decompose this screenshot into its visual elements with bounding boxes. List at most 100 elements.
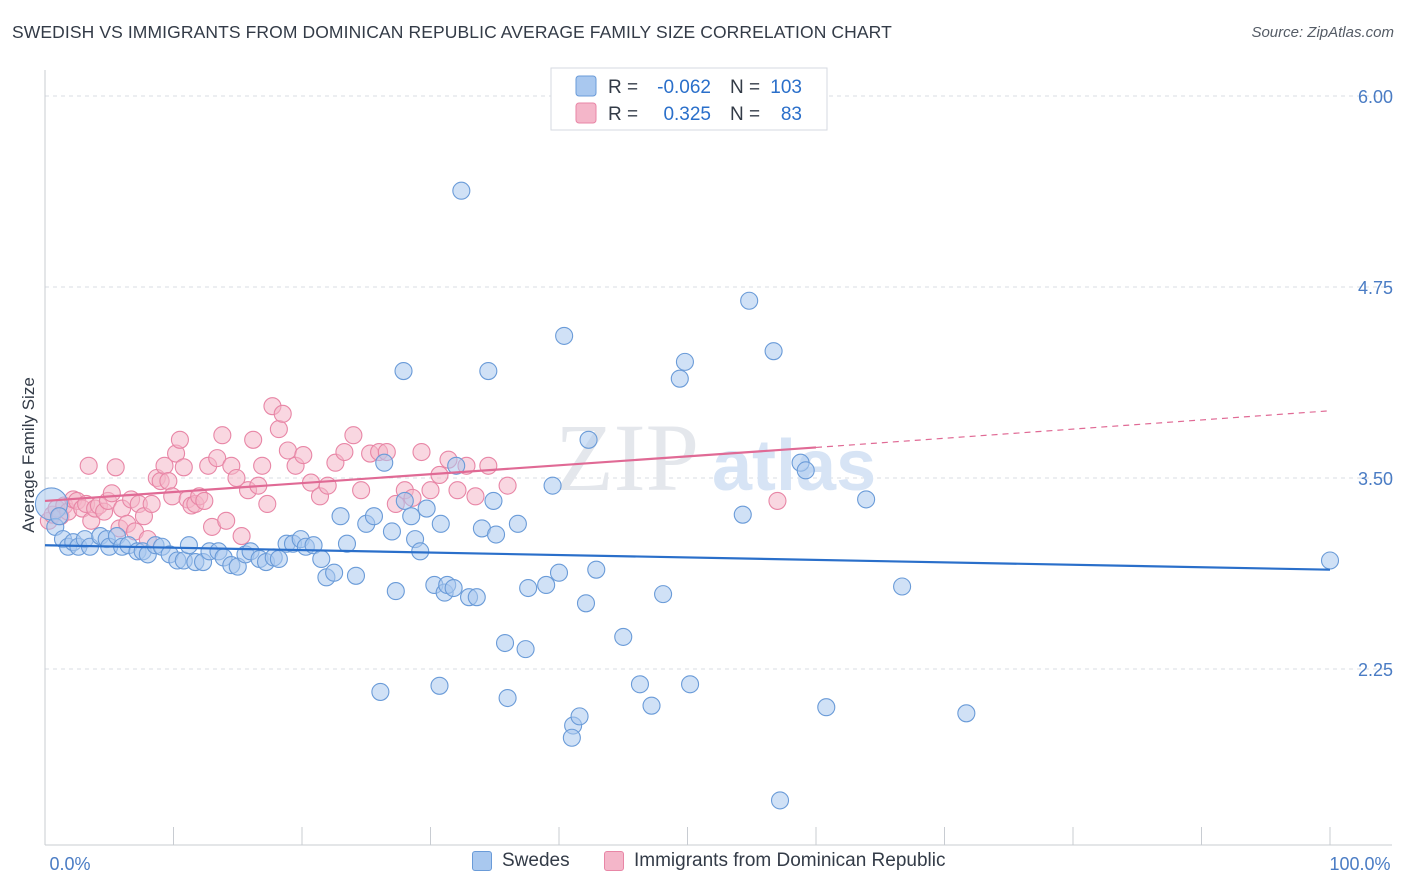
y-tick-label-3: 2.25 [1358,660,1393,680]
dominican-point-49 [244,430,263,449]
swedes-point-96 [733,505,752,524]
dominican-point-55 [273,404,292,423]
swedes-point-105 [957,704,976,723]
dominican-point-10 [79,456,98,475]
swedes-point-76 [508,514,527,533]
dominican-point-46 [227,468,246,488]
stats-legend-swatch-blue [575,75,597,97]
dominican-point-31 [163,487,182,506]
swedes-point-50 [371,682,390,701]
legend-label-swedes: Swedes [502,850,570,871]
swedes-point-36 [269,549,288,569]
swedes-point-82 [555,326,574,345]
swedes-point-45 [331,507,350,526]
y-tick-label-1: 4.75 [1358,278,1393,298]
series-dominican-points [39,397,787,549]
x-tick-label-right: 100.0% [1329,854,1390,874]
swedes-point-55 [402,507,421,526]
swedes-point-102 [817,698,836,717]
swedes-point-77 [516,640,535,659]
dominican-point-72 [412,442,431,462]
trend-line-swedes [44,544,1331,571]
swedes-point-23 [179,536,198,555]
dominican-point-64 [344,426,363,445]
swedes-point-87 [576,594,596,613]
gridlines [45,95,1392,670]
dominican-point-17 [106,458,125,477]
axes [44,70,1392,846]
stats-n-label-2: N = [730,104,760,125]
swedes-point-67 [452,181,471,200]
swedes-point-92 [654,585,673,604]
stats-legend-box [550,67,828,131]
stats-n-value-2: 83 [781,104,802,125]
dominican-point-81 [768,491,787,510]
series-legend: Swedes Immigrants from Dominican Republi… [0,850,1406,880]
swedes-point-75 [498,688,517,708]
dominican-point-26 [142,494,161,514]
swedes-point-59 [417,499,436,518]
swedes-point-56 [394,361,413,381]
x-tick-label-left: 0.0% [49,854,90,874]
swedes-point-93 [670,369,689,388]
swedes-point-42 [312,549,331,569]
swedes-point-44 [325,563,344,582]
stats-r-value-1: -0.062 [657,77,711,98]
dominican-point-51 [253,456,272,475]
swedes-point-73 [486,525,506,544]
trend-line-dominican-extension [815,410,1331,449]
chart-title: SWEDISH VS IMMIGRANTS FROM DOMINICAN REP… [12,22,892,42]
stats-r-label-2: R = [608,104,638,125]
swedes-point-99 [770,791,790,810]
dominican-point-16 [102,484,121,503]
watermark: ZIP atlas [555,404,876,511]
swedes-point-80 [543,476,562,495]
stats-r-label-1: R = [608,77,638,98]
dominican-point-52 [258,494,277,514]
dominican-point-56 [278,441,297,460]
swedes-point-72 [484,491,503,510]
dominican-point-34 [174,458,193,477]
swedes-point-46 [337,534,357,553]
swedes-point-81 [549,563,569,582]
swedes-point-97 [740,291,759,310]
legend-swatch-dominican [604,851,624,871]
series-swedes-points [34,181,1340,810]
trend-lines [44,410,1331,571]
swedes-point-106 [1320,551,1340,570]
swedes-point-69 [467,588,486,607]
dominican-point-44 [217,511,236,530]
y-axis-label: Average Family Size [19,377,38,533]
swedes-point-101 [796,461,815,480]
swedes-point-84 [562,728,581,747]
legend-item-swedes: Swedes [472,850,570,872]
stats-legend: R = -0.062 N = 103 R = 0.325 N = 83 [550,67,828,131]
swedes-point-104 [893,577,912,596]
swedes-point-49 [364,507,384,526]
dominican-point-42 [208,449,227,468]
swedes-point-47 [346,566,366,585]
swedes-point-74 [495,633,515,653]
dominican-point-47 [232,527,251,546]
swedes-point-94 [675,352,694,371]
dominican-point-80 [498,476,517,495]
swedes-point-66 [447,456,466,475]
stats-n-label-1: N = [730,77,760,98]
swedes-point-61 [431,514,450,533]
stats-legend-swatch-pink [575,102,597,124]
legend-item-dominican: Immigrants from Dominican Republic [604,850,946,872]
stats-n-value-1: 103 [770,77,802,98]
swedes-point-95 [681,675,700,694]
swedes-point-89 [614,627,633,646]
swedes-point-78 [519,578,538,598]
dominican-point-65 [352,481,371,500]
dominican-point-43 [213,426,232,445]
dominican-point-39 [195,491,214,510]
y-tick-label-0: 6.00 [1358,87,1393,107]
legend-swatch-swedes [472,851,492,871]
swedes-point-71 [479,361,498,381]
dominican-point-63 [335,442,354,462]
swedes-point-51 [375,453,394,472]
dominican-point-33 [170,430,189,449]
trend-line-dominican [44,446,817,503]
